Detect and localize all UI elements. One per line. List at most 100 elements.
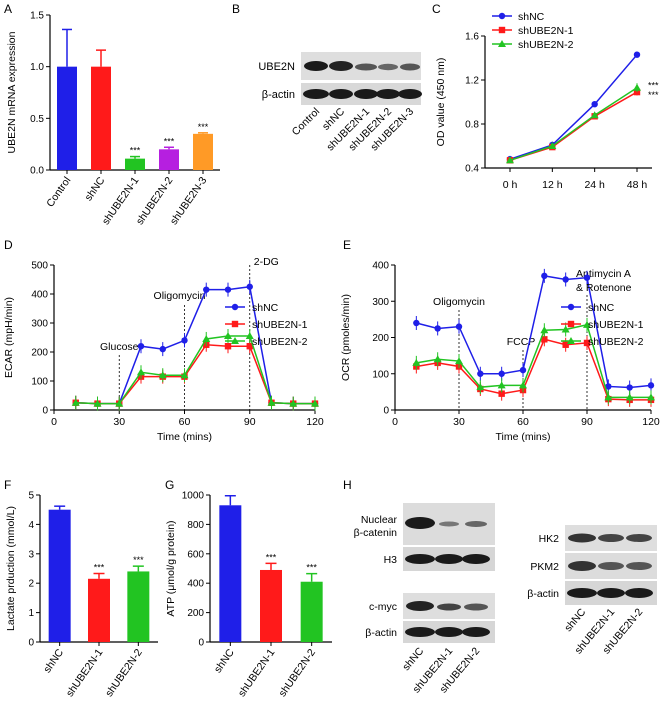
legend-label: shNC: [588, 302, 615, 314]
x-tick-label: shUBE2N-1: [64, 647, 106, 699]
bar: [57, 66, 77, 170]
blot-h-row-beta-catenin: β-catenin: [354, 527, 398, 539]
bar: [91, 66, 111, 170]
x-axis-title: Time (mins): [157, 431, 212, 443]
data-point: [506, 156, 514, 164]
y-tick-label: 5: [28, 491, 34, 502]
x-tick-label: shUBE2N-2: [103, 647, 145, 699]
data-point: [591, 101, 598, 108]
data-point: [583, 274, 591, 281]
x-axis-title: Time (mins): [495, 431, 550, 443]
y-tick-label: 1.2: [465, 76, 479, 87]
data-point: [583, 339, 591, 347]
data-point: [497, 381, 506, 389]
y-axis-title: ECAR (mpH/min): [3, 297, 15, 378]
y-tick-label: 0.5: [30, 114, 44, 125]
panel-label-e: E: [343, 238, 352, 252]
bar: [48, 509, 71, 642]
bar: [300, 581, 323, 642]
x-tick-label: 0 h: [503, 179, 518, 191]
y-tick-label: 4: [28, 520, 34, 531]
x-tick-label: 0: [392, 416, 398, 428]
significance-label: ***: [306, 563, 317, 573]
legend-label: shUBE2N-1: [252, 319, 308, 331]
panel-label-b: B: [232, 2, 241, 16]
y-tick-label: 500: [31, 261, 48, 272]
significance-label: ***: [94, 562, 105, 572]
bar: [159, 149, 179, 170]
data-point: [158, 371, 167, 379]
blot-h-row-actin-left: β-actin: [365, 627, 397, 639]
significance-label: ***: [130, 146, 141, 156]
legend-label: shNC: [518, 11, 545, 23]
x-tick-label: 12 h: [542, 179, 563, 191]
data-point: [224, 332, 232, 340]
data-point: [633, 83, 641, 91]
x-tick-label: Control: [44, 175, 73, 210]
y-tick-label: 300: [372, 297, 389, 308]
panel-label-g: G: [165, 478, 175, 492]
y-tick-label: 1: [28, 608, 34, 619]
panel-label-d: D: [4, 238, 13, 252]
y-tick-label: 0: [383, 406, 389, 417]
data-point: [434, 325, 441, 332]
y-tick-label: 100: [31, 377, 48, 388]
legend-marker: [231, 303, 239, 311]
data-point: [180, 371, 189, 379]
y-tick-label: 1.5: [30, 11, 44, 22]
chart-a-mrna-expression: 0.0 0.5 1.0 1.5 UBE2N mRNA expression Control…: [6, 11, 220, 227]
western-blot-b: UBE2N β-actin Control shNC shUBE2N-1 shU…: [258, 52, 422, 153]
legend-marker: [231, 320, 239, 328]
blot-b-lane-1: Control: [290, 106, 322, 138]
x-tick-label: shNC: [83, 175, 108, 204]
data-point: [519, 366, 527, 374]
bar: [125, 158, 145, 170]
chart-c-od-value: 0.4 0.8 1.2 1.6 OD value (450 nm) 0 h 12 h 24 h…: [435, 11, 659, 191]
data-point: [137, 343, 145, 350]
chart-d-ecar: 0 100 200 300 400 500 ECAR (mpH/min) 0 30 60 90 120…: [3, 256, 324, 443]
significance-label: ***: [164, 136, 175, 146]
x-tick-label: shNC: [212, 647, 237, 676]
data-point: [590, 111, 599, 119]
y-axis-title: OCR (pmoles/min): [340, 294, 352, 381]
series-line: [509, 54, 638, 160]
data-point: [311, 399, 319, 407]
x-tick-label: 90: [581, 416, 593, 428]
y-tick-label: 0: [28, 638, 34, 649]
legend-label: shNC: [252, 302, 279, 314]
legend-marker: [567, 303, 575, 311]
y-tick-label: 400: [31, 290, 48, 301]
series-line: [75, 335, 315, 405]
x-tick-label: shUBE2N-2: [276, 647, 318, 699]
data-point: [498, 370, 505, 377]
blot-h-row-pkm2: PKM2: [530, 561, 559, 573]
y-tick-label: 0: [198, 638, 204, 649]
y-tick-label: 300: [31, 319, 48, 330]
significance-label: ***: [198, 122, 209, 132]
x-tick-label: 0: [51, 416, 57, 428]
y-tick-label: 100: [372, 369, 389, 380]
y-tick-label: 2: [28, 579, 34, 590]
x-tick-label: 90: [244, 416, 256, 428]
data-point: [246, 283, 253, 290]
blot-h-row-actin-right: β-actin: [527, 588, 559, 600]
data-point: [289, 399, 298, 407]
y-tick-label: 400: [187, 579, 204, 590]
data-point: [224, 343, 232, 350]
x-tick-label: 120: [642, 416, 660, 428]
significance-label: ***: [648, 90, 659, 100]
blot-h-row-c-myc: c-myc: [369, 601, 397, 613]
significance-label: ***: [648, 81, 659, 91]
x-tick-label: 48 h: [627, 179, 648, 191]
data-point: [71, 398, 80, 406]
bar: [260, 569, 282, 642]
data-point: [561, 325, 570, 333]
data-point: [548, 142, 557, 149]
blot-h-right-lane-1: shNC: [562, 606, 588, 634]
data-point: [541, 272, 548, 280]
bar: [193, 133, 213, 170]
legend-marker: [498, 40, 506, 47]
significance-label: ***: [266, 552, 277, 562]
western-blot-h: Nuclear β-catenin H3 c-myc β-actin shNC …: [354, 503, 657, 695]
legend-marker: [567, 337, 575, 344]
